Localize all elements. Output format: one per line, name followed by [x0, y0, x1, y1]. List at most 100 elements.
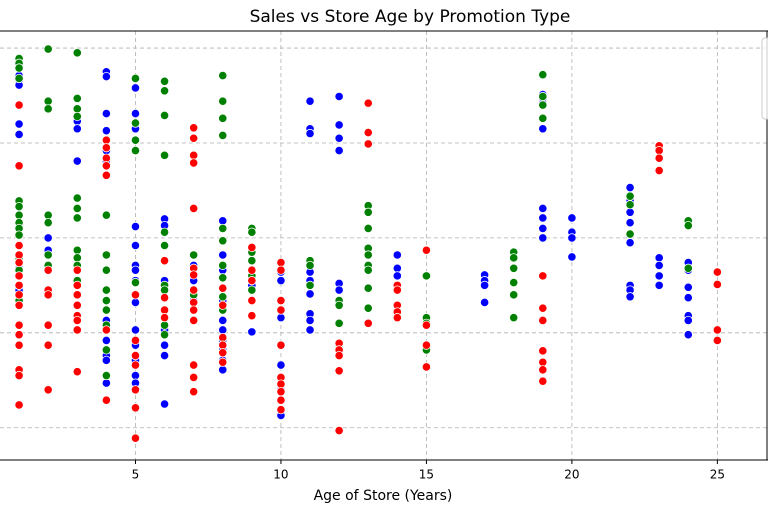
point — [159, 76, 170, 86]
point — [130, 108, 141, 119]
x-tick-label: 5 — [132, 468, 140, 482]
point — [130, 240, 141, 251]
point — [159, 285, 170, 295]
point — [218, 250, 228, 260]
point — [101, 325, 111, 335]
point — [363, 139, 373, 149]
point — [159, 340, 170, 350]
point — [218, 273, 228, 283]
point — [654, 271, 664, 281]
x-tick-label: 10 — [273, 468, 288, 482]
point — [72, 265, 82, 275]
point — [421, 320, 432, 330]
point — [14, 210, 24, 220]
x-axis-label: Age of Store (Years) — [314, 488, 453, 504]
point — [683, 315, 693, 326]
point — [683, 282, 693, 292]
point — [683, 263, 693, 273]
point — [101, 265, 111, 275]
point — [334, 350, 344, 361]
point — [218, 236, 228, 246]
point — [43, 44, 53, 54]
point — [159, 150, 170, 160]
point — [538, 346, 548, 356]
point — [14, 280, 24, 290]
point — [72, 104, 82, 114]
point — [14, 330, 24, 340]
point — [101, 285, 111, 295]
point — [43, 96, 53, 106]
point — [247, 327, 257, 337]
point — [14, 230, 24, 240]
point — [538, 315, 548, 326]
point — [101, 370, 111, 381]
point — [130, 83, 141, 93]
point — [538, 365, 548, 375]
x-axis: 5 10 15 20 25 — [132, 460, 725, 482]
point — [130, 370, 141, 381]
point — [101, 305, 111, 315]
point — [72, 93, 82, 103]
point — [101, 71, 111, 82]
point — [189, 150, 199, 160]
point — [14, 240, 24, 251]
point — [625, 229, 635, 239]
point — [276, 276, 286, 286]
point — [276, 360, 286, 370]
point — [538, 376, 548, 386]
point — [101, 345, 111, 355]
point — [14, 73, 24, 84]
point — [43, 340, 53, 350]
x-tick-label: 25 — [710, 468, 725, 482]
point — [130, 135, 141, 145]
point — [218, 283, 228, 293]
point — [538, 124, 548, 134]
point — [218, 130, 228, 141]
legend-box — [761, 37, 768, 120]
point — [189, 315, 199, 326]
point — [654, 153, 664, 163]
point — [14, 100, 24, 110]
point — [159, 110, 170, 121]
point — [334, 318, 344, 328]
point — [14, 257, 24, 268]
point — [218, 71, 228, 81]
point — [189, 297, 199, 308]
point — [101, 335, 111, 346]
point — [683, 220, 693, 231]
point — [363, 127, 373, 138]
point — [538, 271, 548, 281]
point — [276, 340, 286, 350]
point — [363, 318, 373, 328]
point — [130, 297, 141, 308]
point — [276, 379, 286, 389]
point — [305, 325, 315, 335]
point — [392, 263, 402, 273]
point — [276, 405, 286, 415]
point — [654, 145, 664, 156]
point — [625, 200, 635, 210]
point — [189, 123, 199, 133]
point — [14, 201, 24, 212]
point — [72, 124, 82, 134]
point — [712, 335, 722, 346]
point — [334, 120, 344, 130]
point — [101, 143, 111, 153]
point — [538, 357, 548, 367]
point — [14, 161, 24, 171]
point — [130, 265, 141, 275]
point — [276, 387, 286, 397]
point — [159, 399, 170, 409]
point — [72, 111, 82, 122]
point — [218, 292, 228, 302]
point — [625, 218, 635, 228]
point — [276, 395, 286, 405]
point — [14, 119, 24, 129]
point — [712, 279, 722, 290]
point — [43, 265, 53, 275]
point — [538, 100, 548, 110]
point — [14, 290, 24, 300]
point — [334, 366, 344, 376]
point — [218, 357, 228, 367]
